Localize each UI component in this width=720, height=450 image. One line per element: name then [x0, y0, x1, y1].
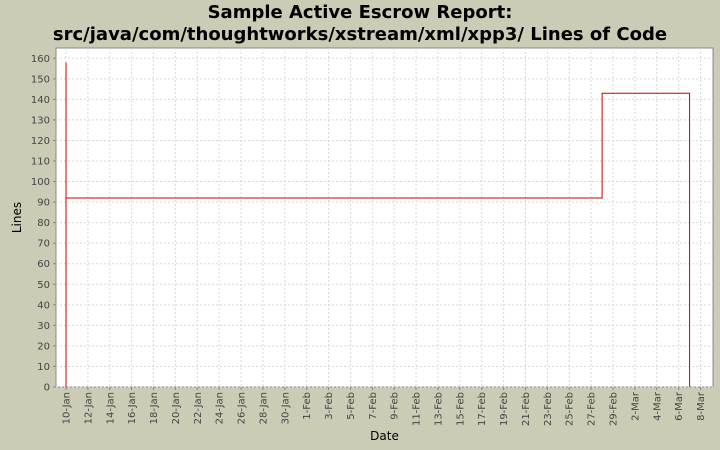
y-tick-label: 90	[37, 198, 50, 209]
x-tick-label: 23-Feb	[543, 392, 554, 426]
x-tick-label: 11-Feb	[412, 392, 423, 426]
x-tick-label: 20-Jan	[171, 392, 182, 424]
chart-title: Sample Active Escrow Report: src/java/co…	[0, 2, 720, 46]
x-tick-label: 15-Feb	[455, 392, 466, 426]
x-tick-label: 9-Feb	[390, 392, 401, 420]
y-tick-label: 70	[37, 239, 50, 250]
x-tick-label: 19-Feb	[499, 392, 510, 426]
x-tick-label: 5-Feb	[346, 392, 357, 420]
x-tick-label: 27-Feb	[587, 392, 598, 426]
x-tick-label: 14-Jan	[105, 392, 116, 424]
y-tick-label: 60	[37, 259, 50, 270]
y-tick-label: 160	[31, 54, 50, 65]
y-tick-label: 50	[37, 280, 50, 291]
chart-title-line-2: src/java/com/thoughtworks/xstream/xml/xp…	[52, 24, 668, 45]
x-tick-label: 10-Jan	[62, 392, 73, 424]
series-group	[65, 62, 691, 387]
x-tick-label: 25-Feb	[565, 392, 576, 426]
chart-title-line-1: Sample Active Escrow Report:	[207, 2, 513, 23]
x-tick-label: 12-Jan	[83, 392, 94, 424]
x-tick-label: 17-Feb	[477, 392, 488, 426]
x-tick-label: 7-Feb	[368, 392, 379, 420]
x-tick-label: 16-Jan	[127, 392, 138, 424]
y-tick-label: 10	[37, 362, 50, 373]
x-tick-label: 18-Jan	[149, 392, 160, 424]
y-tick-label: 30	[37, 321, 50, 332]
x-axis-ticks: 10-Jan 12-Jan 14-Jan 16-Jan 18-Jan 20-Jan 22-J…	[62, 387, 707, 426]
y-tick-label: 140	[31, 95, 50, 106]
y-tick-label: 150	[31, 74, 50, 85]
x-tick-label: 2-Mar	[630, 391, 641, 421]
plot-area	[55, 47, 714, 388]
x-tick-label: 22-Jan	[193, 392, 204, 424]
x-tick-label: 26-Jan	[237, 392, 248, 424]
x-tick-label: 4-Mar	[652, 391, 663, 421]
y-tick-label: 100	[31, 177, 50, 188]
x-tick-label: 1-Feb	[302, 392, 313, 420]
x-tick-label: 21-Feb	[521, 392, 532, 426]
x-tick-label: 30-Jan	[280, 392, 291, 424]
y-tick-label: 130	[31, 115, 50, 126]
x-tick-label: 6-Mar	[674, 391, 685, 421]
y-tick-label: 120	[31, 136, 50, 147]
y-axis-ticks: 0 10 20 30 40 50 60 70 80 90 100 110 120 130 140 150 160	[31, 54, 56, 394]
x-tick-label: 8-Mar	[696, 391, 707, 421]
y-tick-label: 80	[37, 218, 50, 229]
series-line	[65, 62, 691, 387]
y-tick-label: 110	[31, 157, 50, 168]
grid	[56, 48, 713, 388]
y-tick-label: 20	[37, 341, 50, 352]
x-tick-label: 28-Jan	[258, 392, 269, 424]
x-tick-label: 24-Jan	[215, 392, 226, 424]
x-tick-label: 13-Feb	[433, 392, 444, 426]
x-tick-label: 29-Feb	[609, 392, 620, 426]
y-tick-label: 40	[37, 300, 50, 311]
x-tick-label: 3-Feb	[324, 392, 335, 420]
x-axis-label: Date	[370, 429, 399, 443]
y-axis-label: Lines	[10, 202, 24, 233]
y-tick-label: 0	[44, 383, 50, 394]
